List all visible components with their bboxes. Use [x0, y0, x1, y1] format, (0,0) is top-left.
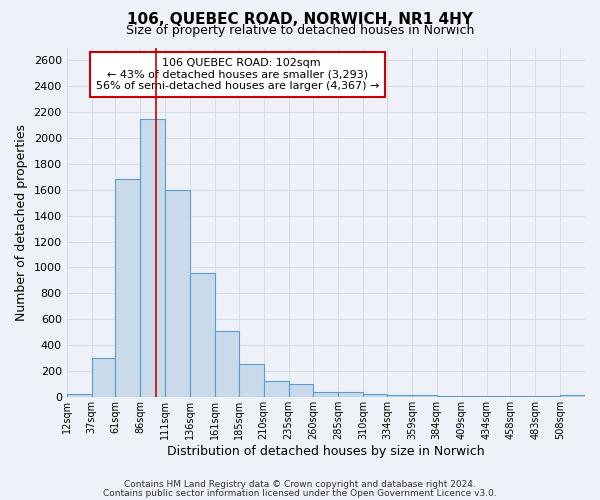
X-axis label: Distribution of detached houses by size in Norwich: Distribution of detached houses by size …: [167, 444, 485, 458]
Bar: [313, 392, 338, 397]
Text: 106 QUEBEC ROAD: 102sqm
← 43% of detached houses are smaller (3,293)
56% of semi: 106 QUEBEC ROAD: 102sqm ← 43% of detache…: [96, 58, 379, 91]
Bar: [239, 364, 263, 397]
Bar: [215, 331, 239, 397]
Bar: [289, 384, 313, 397]
Text: Contains public sector information licensed under the Open Government Licence v3: Contains public sector information licen…: [103, 488, 497, 498]
Bar: [165, 190, 190, 397]
Bar: [190, 272, 215, 397]
Text: Size of property relative to detached houses in Norwich: Size of property relative to detached ho…: [126, 24, 474, 37]
Bar: [92, 358, 115, 397]
Bar: [140, 118, 165, 397]
Text: 106, QUEBEC ROAD, NORWICH, NR1 4HY: 106, QUEBEC ROAD, NORWICH, NR1 4HY: [127, 12, 473, 28]
Bar: [67, 394, 92, 397]
Bar: [115, 180, 140, 397]
Bar: [535, 396, 560, 397]
Bar: [263, 382, 289, 397]
Bar: [560, 395, 585, 397]
Bar: [412, 396, 437, 397]
Bar: [363, 394, 387, 397]
Y-axis label: Number of detached properties: Number of detached properties: [15, 124, 28, 320]
Bar: [461, 396, 487, 397]
Bar: [487, 396, 511, 397]
Bar: [437, 396, 461, 397]
Bar: [338, 392, 363, 397]
Bar: [387, 395, 412, 397]
Bar: [511, 396, 535, 397]
Text: Contains HM Land Registry data © Crown copyright and database right 2024.: Contains HM Land Registry data © Crown c…: [124, 480, 476, 489]
